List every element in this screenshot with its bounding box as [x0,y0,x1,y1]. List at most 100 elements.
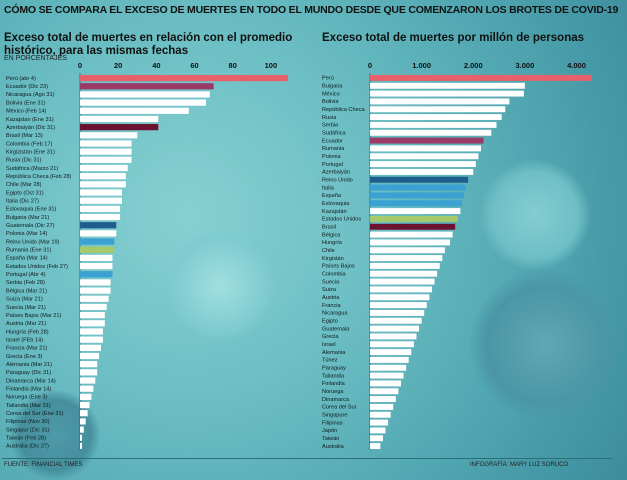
category-label: Rusia [322,115,337,121]
bar [80,279,111,286]
bar [80,107,189,114]
bar [80,303,107,311]
category-label: Bolivia [322,99,339,105]
category-label: Bélgica [322,232,341,238]
right-chart-subtitle: Exceso total de muertes por millón de pe… [322,32,585,44]
category-label: España [322,193,342,199]
bar [80,189,122,196]
bar [370,380,401,387]
category-label: Tailandia [322,373,345,379]
bar [80,197,122,204]
category-label: República Checa (Feb 28) [6,174,71,180]
bar [80,83,214,90]
bar [370,176,469,183]
x-tick-label: 60 [190,62,198,70]
bar [80,393,92,400]
category-label: Singapure [322,412,348,418]
category-label: Grecia [322,334,339,340]
bar [80,426,84,433]
category-label: Israel [322,342,336,348]
category-label: Bolivia (Ene 31) [6,100,46,106]
bar [80,418,86,425]
category-label: Kirgistán [322,256,344,262]
bar [370,82,525,89]
bar [370,200,462,207]
category-label: Dinamarca [322,397,350,403]
x-tick-label: 40 [152,62,160,70]
bar [370,208,461,215]
bar [370,333,417,340]
category-label: Alemania [322,350,346,356]
category-label: Bélgica (Mar 21) [6,288,47,294]
category-label: Perú (abr 4) [6,76,36,82]
category-label: Eslovaquia (Ene 31) [6,207,57,213]
bar [80,115,159,123]
bar [370,309,425,316]
category-label: Filipinas [322,420,343,426]
category-label: Colombia (Feb 17) [6,141,52,147]
category-label: Brasil (Mar 13) [6,133,43,139]
bar [370,356,409,363]
bar [80,238,115,245]
category-label: Paraguay [322,365,346,371]
bar [370,215,458,222]
category-label: Serbia (Feb 28) [6,280,45,286]
x-tick-label: 1.000 [412,62,431,70]
bar [80,230,117,237]
bar [370,278,435,285]
bar [80,132,138,139]
left-chart-subtitle: Exceso total de muertes en relación con … [4,32,304,58]
bar [80,369,98,376]
category-label: Países Bajos [322,264,355,270]
category-label: México (Feb 14) [6,109,47,115]
bar [80,91,210,98]
category-label: Israel (FEb 14) [6,337,43,343]
category-label: Portugal (Abr 4) [6,272,46,278]
category-label: Suiza [322,287,337,293]
category-label: Dinamarca (Mar 14) [6,378,56,384]
category-label: Reino Unido [322,177,353,183]
category-label: Estados Unidos (Feb 27) [6,264,68,270]
bar [370,98,510,105]
category-label: Singapur (Dic 31) [6,427,50,433]
category-label: Italia (Dic 27) [6,198,39,204]
category-label: Guatemala (Dic 27) [6,223,55,229]
bar [80,361,98,368]
bar [370,349,412,356]
bar [370,192,464,199]
bar [370,317,422,324]
category-label: Francia [322,303,342,309]
category-label: Corea del Sur [322,405,357,411]
category-label: Austria [322,295,340,301]
x-tick-label: 0 [78,62,82,70]
bar [80,205,121,212]
bar [370,427,386,434]
category-label: Nicaragua [322,311,348,317]
category-label: Sudáfrica [322,130,347,136]
category-label: Azerbaiyán (Dic 31) [6,125,55,131]
category-label: Hungría [322,240,343,246]
category-label: Ecuador [322,138,343,144]
bar [370,270,438,277]
category-label: Suecia [322,279,340,285]
bar [370,403,394,410]
left-subtitle-line2: histórico, para las mismas fechas [4,45,189,57]
bar [370,121,497,128]
category-label: México [322,91,340,97]
x-tick-label: 80 [229,62,237,70]
bar [80,140,132,147]
bar [370,184,466,191]
bar [370,223,456,230]
category-label: Nicaragua (Ago 31) [6,92,55,98]
category-label: Serbia [322,123,339,129]
category-label: Bulgaria (Mar 21) [6,215,49,221]
category-label: Suiza (Mar 21) [6,297,43,303]
source-note: FUENTE: FINANCIAL TIMES [4,462,83,468]
category-label: Tailandia (Mar 31) [6,403,51,409]
category-label: Paraguay (Dic 31) [6,370,51,376]
category-label: Japón [322,428,337,434]
category-label: Australia (Dic 27) [6,444,49,450]
footer-divider [2,458,612,459]
category-label: Taiwán (Feb 28) [6,436,46,442]
bar [370,74,592,81]
